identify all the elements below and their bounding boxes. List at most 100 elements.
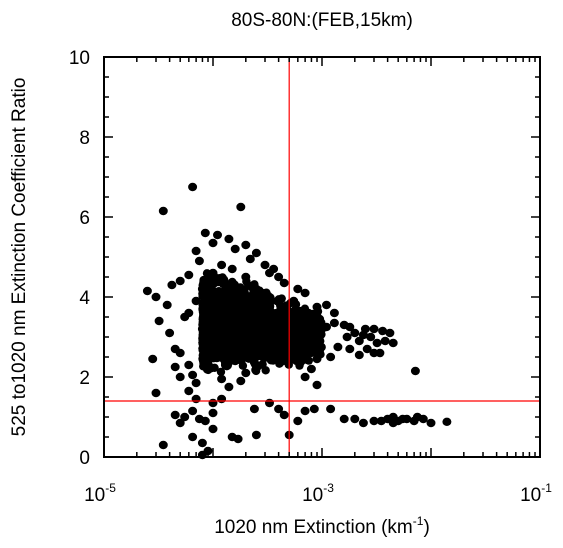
data-point [191,378,201,388]
data-point [142,286,152,296]
data-point [362,344,372,354]
data-point [175,372,185,382]
data-point [279,278,289,288]
data-point [251,248,261,258]
data-point [249,404,259,414]
data-point [265,398,274,408]
data-point [197,284,207,294]
data-point [412,412,422,422]
data-point [296,325,306,334]
data-point [277,324,287,334]
data-point [175,348,185,358]
data-point [261,321,271,331]
data-point [268,349,277,359]
data-point [230,330,239,339]
data-point [303,334,313,343]
data-point [312,302,322,312]
data-point [208,424,218,434]
data-point [306,316,316,326]
data-point [224,234,234,244]
axis-ticks [103,56,541,458]
chart-title: 80S-80N:(FEB,15km) [231,10,413,31]
data-point [175,418,185,428]
data-point [210,314,219,323]
data-point [300,406,310,416]
data-point [329,318,339,328]
data-point [188,182,198,192]
data-point [208,268,218,278]
data-point [312,354,322,364]
data-points [142,182,452,460]
data-point [249,350,259,359]
data-point [191,296,201,306]
data-point [228,314,238,323]
data-point [162,300,172,310]
data-point [274,404,284,414]
data-point [204,363,213,373]
data-point [354,336,364,346]
data-point [197,324,207,334]
data-point [200,307,209,316]
data-point [345,344,355,354]
data-point [274,272,284,282]
data-point [224,382,234,392]
data-point [312,380,322,390]
data-point [369,416,379,426]
data-point [208,238,218,248]
data-point [247,291,257,300]
data-point [322,300,331,310]
x-tick-label: 10-3 [302,481,334,506]
data-point [277,294,286,303]
data-point [372,338,382,348]
x-tick-labels: 10-5 10-3 10-1 [84,481,552,506]
data-point [260,352,270,362]
data-point [245,254,255,264]
data-point [442,417,452,426]
data-point [219,280,229,289]
data-point [188,406,198,416]
data-point [301,342,310,352]
data-point [339,414,349,424]
data-point [226,303,236,312]
y-tick-label: 8 [79,128,90,149]
data-point [154,316,164,326]
reference-lines [104,57,540,457]
data-point [380,336,390,346]
data-point [293,416,303,426]
x-axis-label: 1020 nm Extinction (km-1) [214,514,430,538]
data-point [230,356,240,366]
data-point [292,356,301,366]
data-point [342,332,352,342]
data-point [180,412,190,422]
data-point [200,228,210,238]
data-point [210,289,219,299]
data-point [263,307,272,317]
data-point [184,386,194,396]
data-point [205,297,214,307]
data-point [242,305,251,314]
data-point [203,446,213,456]
data-point [208,398,218,408]
data-point [252,325,261,334]
x-tick-label: 10-5 [84,481,116,506]
data-point [251,309,261,318]
data-point [388,338,398,348]
data-point [188,370,198,380]
data-point [184,270,194,280]
data-point [194,256,204,266]
data-point [217,374,227,384]
data-point [191,394,201,404]
data-point [329,308,339,318]
data-point [213,348,222,358]
data-point [197,438,207,448]
data-point [203,336,213,346]
data-point [227,264,237,274]
data-point [245,339,255,348]
data-point [236,202,246,212]
y-tick-label: 10 [69,48,90,69]
data-point [170,410,180,420]
data-point [238,361,248,370]
data-point [369,324,379,334]
data-point [251,284,261,294]
data-point [264,314,273,323]
